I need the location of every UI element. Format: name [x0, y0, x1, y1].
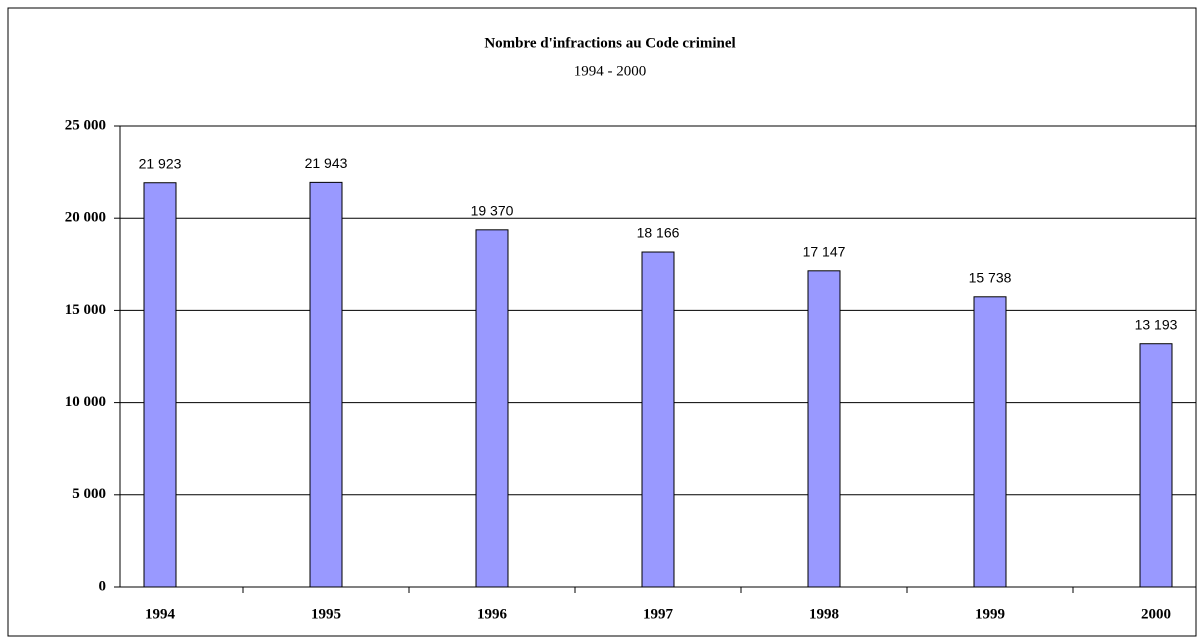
y-tick-label: 10 000: [65, 394, 106, 410]
bar: [309, 181, 343, 588]
bar: [807, 270, 841, 588]
bar: [1139, 343, 1173, 588]
x-tick-label: 1995: [311, 606, 341, 622]
chart-subtitle: 1994 - 2000: [574, 63, 647, 79]
x-tick-label: 2000: [1141, 606, 1171, 622]
value-label: 13 193: [1135, 316, 1178, 332]
x-tick-label: 1997: [643, 606, 674, 622]
bar: [973, 296, 1007, 588]
y-tick-label: 15 000: [65, 302, 106, 318]
x-tick-label: 1999: [975, 606, 1005, 622]
x-tick-label: 1994: [145, 606, 176, 622]
value-label: 17 147: [803, 244, 846, 260]
chart-title: Nombre d'infractions au Code criminel: [484, 35, 735, 51]
value-label: 15 738: [969, 269, 1012, 285]
x-tick-label: 1998: [809, 606, 839, 622]
bar: [641, 251, 675, 588]
value-label: 21 923: [139, 155, 182, 171]
bar: [143, 182, 177, 588]
value-label: 21 943: [305, 155, 348, 171]
y-tick-label: 20 000: [65, 210, 106, 226]
y-tick-label: 0: [99, 578, 107, 594]
y-tick-label: 5 000: [72, 486, 106, 502]
chart-border: [7, 7, 1197, 637]
y-tick-label: 25 000: [65, 117, 106, 133]
value-label: 18 166: [637, 225, 680, 241]
value-label: 19 370: [471, 203, 514, 219]
x-tick-label: 1996: [477, 606, 508, 622]
bar: [475, 229, 509, 588]
